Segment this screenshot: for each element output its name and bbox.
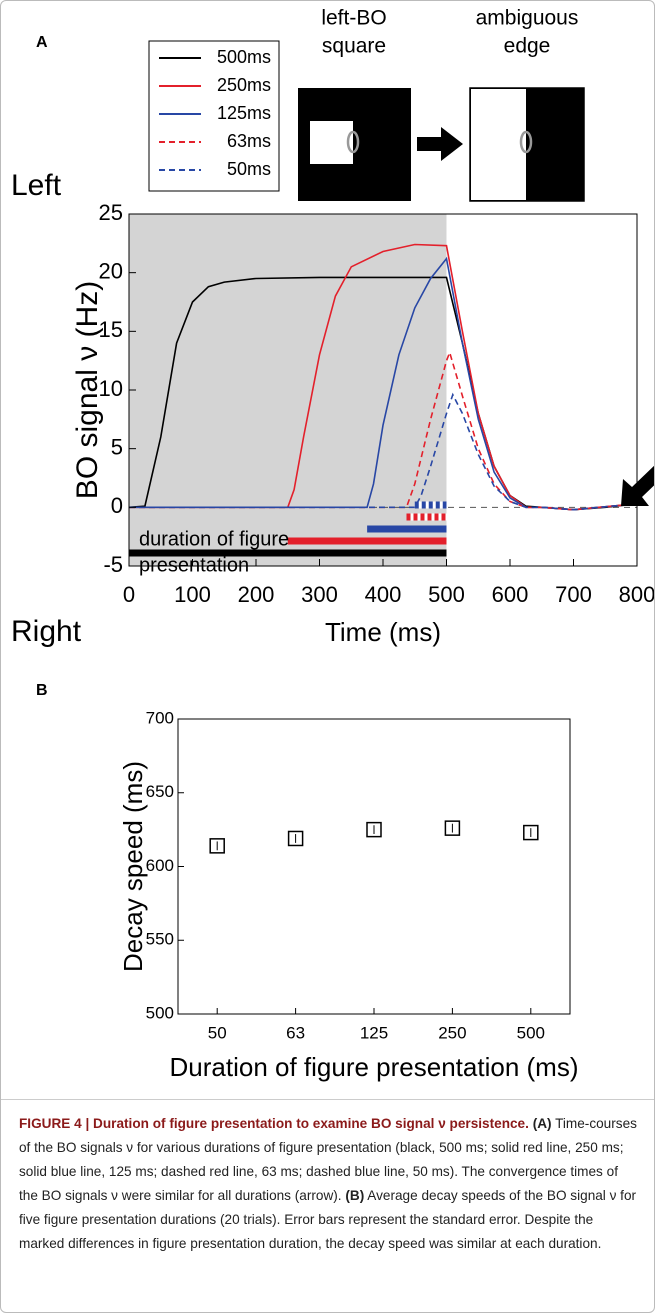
y-axis-label: BO signal ν (Hz): [71, 281, 104, 499]
x-tick-label: 500: [428, 582, 465, 607]
caption-text: FIGURE 4 | Duration of figure presentati…: [19, 1116, 529, 1131]
legend-label: 50ms: [227, 159, 271, 179]
legend-box: [148, 40, 280, 192]
caption: FIGURE 4 | Duration of figure presentati…: [1, 1099, 654, 1256]
marker: [444, 820, 461, 836]
diagram-label: square: [322, 35, 386, 58]
y-tick-label: 15: [99, 317, 123, 342]
figure-square: [310, 121, 353, 164]
figure: A Left Right left-BO square ambiguous ed…: [11, 7, 654, 1082]
x-tick-label: 400: [365, 582, 402, 607]
caption-text: (B): [345, 1188, 365, 1203]
shaded-region: [129, 214, 447, 566]
x-tick-label: 0: [123, 582, 135, 607]
caption-text: Time-courses of the BO signals ν for var…: [19, 1116, 637, 1203]
plot-frame: [177, 718, 571, 1015]
figure-half: [471, 89, 526, 200]
x-tick-label: 100: [174, 582, 211, 607]
receptive-field: [519, 130, 533, 154]
diagram-label: left-BO: [321, 7, 386, 30]
marker: [209, 838, 225, 854]
row-label: Right: [11, 615, 82, 648]
x-tick-label: 125: [360, 1023, 388, 1042]
x-axis-label: Duration of figure presentation (ms): [170, 1052, 579, 1082]
y-tick-label: 10: [99, 376, 123, 401]
y-tick-label: -5: [103, 552, 123, 577]
y-tick-label: 700: [146, 708, 174, 727]
y-axis-label: Decay speed (ms): [118, 761, 148, 972]
x-axis-label: Time (ms): [325, 617, 441, 647]
annotation: duration of figure: [139, 528, 289, 550]
x-tick-label: 300: [301, 582, 338, 607]
x-tick-label: 800: [619, 582, 654, 607]
diagram-label: ambiguous: [476, 7, 579, 30]
legend-label: 500ms: [217, 47, 271, 67]
convergence-arrow: [621, 465, 654, 506]
panel-label: B: [36, 682, 48, 699]
x-tick-label: 600: [492, 582, 529, 607]
row-label: Left: [11, 169, 62, 202]
y-tick-label: 25: [99, 200, 123, 225]
x-tick-label: 500: [517, 1023, 545, 1042]
x-tick-label: 700: [555, 582, 592, 607]
y-tick-label: 0: [111, 493, 123, 518]
y-tick-label: 600: [146, 856, 174, 875]
caption-text: (A): [532, 1116, 552, 1131]
annotation: presentation: [139, 554, 249, 576]
x-tick-label: 50: [208, 1023, 227, 1042]
marker: [523, 824, 539, 841]
x-tick-label: 63: [286, 1023, 305, 1042]
legend-label: 250ms: [217, 75, 271, 95]
marker: [287, 830, 304, 847]
y-tick-label: 650: [146, 782, 174, 801]
receptive-field: [346, 130, 360, 154]
panel-label: A: [36, 34, 48, 51]
diagram-label: edge: [504, 35, 551, 58]
series-line: [129, 350, 638, 511]
y-tick-label: 20: [99, 258, 123, 283]
x-tick-label: 200: [238, 582, 275, 607]
legend-label: 125ms: [217, 103, 271, 123]
caption-text: Average decay speeds of the BO signal ν …: [19, 1188, 637, 1251]
marker: [366, 821, 382, 838]
arrow: [417, 127, 463, 161]
series-line: [129, 392, 638, 511]
x-tick-label: 250: [438, 1023, 466, 1042]
y-tick-label: 500: [146, 1003, 174, 1022]
y-tick-label: 550: [146, 930, 174, 949]
y-tick-label: 5: [111, 434, 123, 459]
legend-label: 63ms: [227, 131, 271, 151]
